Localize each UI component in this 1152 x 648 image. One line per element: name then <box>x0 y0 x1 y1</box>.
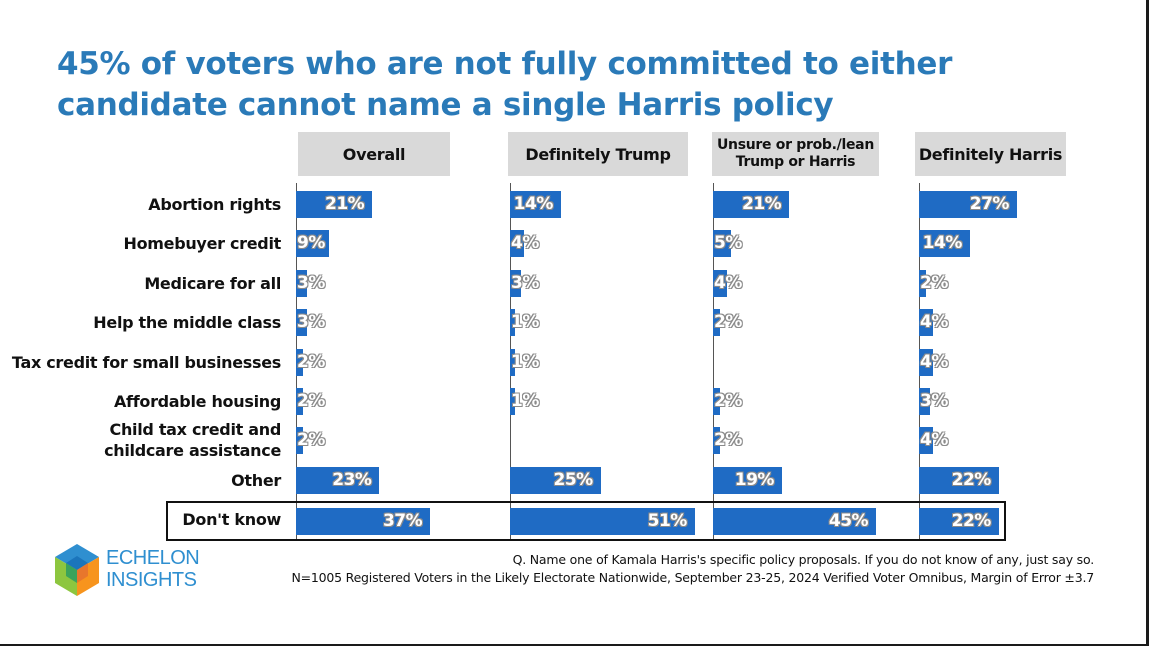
row-label-homebuyer-credit: Homebuyer credit <box>123 234 281 254</box>
bar-definitely-trump-tax-credit-for-small-businesses <box>510 348 515 376</box>
value-label-definitely-harris-child-tax-credit-and-childcare-assistance: 4% <box>920 430 948 451</box>
value-label-definitely-trump-affordable-housing: 1% <box>511 391 539 411</box>
bar-overall-abortion-rights <box>296 191 373 218</box>
footnote-question: Q. Name one of Kamala Harris's specific … <box>512 552 1095 567</box>
bar-unsure-or-prob-lean-trump-or-harris-abortion-rights <box>713 191 790 218</box>
value-label-definitely-trump-tax-credit-for-small-businesses: 1% <box>511 351 539 372</box>
value-label-definitely-harris-affordable-housing: 3% <box>920 391 948 411</box>
bar-overall-help-the-middle-class <box>296 309 307 337</box>
value-label-overall-medicare-for-all: 3% <box>297 272 325 293</box>
value-label-overall-other: 23% <box>332 469 372 490</box>
bar-definitely-trump-affordable-housing <box>510 388 515 415</box>
bar-overall-other <box>296 466 380 494</box>
bar-overall-don-t-know <box>296 508 430 536</box>
column-header-definitely-harris: Definitely Harris <box>915 132 1066 176</box>
bar-unsure-or-prob-lean-trump-or-harris-medicare-for-all <box>713 269 728 297</box>
bar-definitely-trump-other <box>510 466 601 494</box>
column-header-definitely-trump: Definitely Trump <box>508 132 688 176</box>
column-header-overall: Overall <box>298 132 450 176</box>
row-label-affordable-housing: Affordable housing <box>113 392 281 411</box>
value-label-overall-don-t-know: 37% <box>382 511 423 532</box>
value-label-definitely-harris-don-t-know: 22% <box>951 511 992 532</box>
value-label-overall-homebuyer-credit: 9% <box>297 233 325 254</box>
bar-definitely-harris-child-tax-credit-and-childcare-assistance <box>919 427 934 455</box>
row-label-tax-credit-for-small-businesses: Tax credit for small businesses <box>11 352 281 372</box>
value-label-overall-abortion-rights: 21% <box>325 194 365 214</box>
value-label-unsure-or-prob-lean-trump-or-harris-abortion-rights: 21% <box>742 194 782 214</box>
bar-definitely-harris-homebuyer-credit <box>919 230 970 258</box>
dont-know-highlight-box <box>166 501 1006 541</box>
value-label-definitely-harris-help-the-middle-class: 4% <box>920 312 948 333</box>
value-label-unsure-or-prob-lean-trump-or-harris-child-tax-credit-and-childcare-assistance: 2% <box>714 430 742 451</box>
value-label-unsure-or-prob-lean-trump-or-harris-help-the-middle-class: 2% <box>714 312 742 333</box>
bar-definitely-harris-help-the-middle-class <box>919 309 934 337</box>
row-label-medicare-for-all: Medicare for all <box>144 273 281 293</box>
bar-definitely-trump-abortion-rights <box>510 191 561 218</box>
bar-overall-homebuyer-credit <box>296 230 329 258</box>
bar-definitely-trump-medicare-for-all <box>510 269 521 297</box>
value-label-definitely-harris-abortion-rights: 27% <box>969 194 1010 214</box>
axis-line-unsure-or-prob-lean-trump-or-harris <box>713 183 714 541</box>
bar-unsure-or-prob-lean-trump-or-harris-affordable-housing <box>713 388 721 415</box>
value-label-overall-child-tax-credit-and-childcare-assistance: 2% <box>297 430 325 451</box>
logo-line-2: INSIGHTS <box>106 569 197 591</box>
bar-definitely-harris-abortion-rights <box>919 191 1017 218</box>
bar-definitely-trump-homebuyer-credit <box>510 230 525 258</box>
page-title: 45% of voters who are not fully committe… <box>57 46 953 123</box>
value-label-overall-help-the-middle-class: 3% <box>297 312 325 333</box>
value-label-definitely-trump-homebuyer-credit: 4% <box>511 233 539 254</box>
value-label-overall-tax-credit-for-small-businesses: 2% <box>297 351 325 372</box>
bar-definitely-harris-medicare-for-all <box>919 269 927 297</box>
bar-unsure-or-prob-lean-trump-or-harris-don-t-know <box>713 508 876 536</box>
bar-unsure-or-prob-lean-trump-or-harris-help-the-middle-class <box>713 309 721 337</box>
value-label-unsure-or-prob-lean-trump-or-harris-don-t-know: 45% <box>828 511 869 532</box>
bar-definitely-harris-affordable-housing <box>919 388 930 415</box>
value-label-definitely-trump-other: 25% <box>553 469 594 490</box>
bar-unsure-or-prob-lean-trump-or-harris-child-tax-credit-and-childcare-assistance <box>713 427 721 455</box>
value-label-definitely-trump-medicare-for-all: 3% <box>511 272 539 293</box>
bar-definitely-harris-tax-credit-for-small-businesses <box>919 348 934 376</box>
value-label-definitely-trump-help-the-middle-class: 1% <box>511 312 539 333</box>
row-label-abortion-rights: Abortion rights <box>148 195 281 214</box>
bar-definitely-trump-help-the-middle-class <box>510 309 515 337</box>
row-label-other: Other <box>231 470 281 490</box>
bar-overall-medicare-for-all <box>296 269 307 297</box>
bar-unsure-or-prob-lean-trump-or-harris-other <box>713 466 782 494</box>
echelon-logo-icon <box>55 544 99 596</box>
value-label-definitely-trump-don-t-know: 51% <box>647 511 688 532</box>
value-label-definitely-harris-tax-credit-for-small-businesses: 4% <box>920 351 948 372</box>
bar-overall-affordable-housing <box>296 388 304 415</box>
value-label-unsure-or-prob-lean-trump-or-harris-medicare-for-all: 4% <box>714 272 742 293</box>
row-label-help-the-middle-class: Help the middle class <box>93 313 281 333</box>
value-label-definitely-harris-medicare-for-all: 2% <box>920 272 948 293</box>
logo-wordmark: ECHELON INSIGHTS <box>106 547 200 591</box>
value-label-definitely-trump-abortion-rights: 14% <box>513 194 554 214</box>
row-label-don-t-know: Don't know <box>182 510 281 530</box>
bar-overall-child-tax-credit-and-childcare-assistance <box>296 427 304 455</box>
bar-definitely-harris-don-t-know <box>919 508 999 536</box>
footnote-sample: N=1005 Registered Voters in the Likely E… <box>291 570 1094 585</box>
row-label-child-tax-credit-and-childcare-assistance: Child tax credit and childcare assistanc… <box>104 420 281 461</box>
value-label-unsure-or-prob-lean-trump-or-harris-homebuyer-credit: 5% <box>714 233 742 254</box>
value-label-definitely-harris-homebuyer-credit: 14% <box>922 233 963 254</box>
value-label-unsure-or-prob-lean-trump-or-harris-affordable-housing: 2% <box>714 391 742 411</box>
bar-unsure-or-prob-lean-trump-or-harris-homebuyer-credit <box>713 230 732 258</box>
bar-definitely-trump-don-t-know <box>510 508 695 536</box>
value-label-definitely-harris-other: 22% <box>951 469 992 490</box>
column-header-unsure-or-prob-lean-trump-or-harris: Unsure or prob./lean Trump or Harris <box>712 132 879 176</box>
bar-overall-tax-credit-for-small-businesses <box>296 348 304 376</box>
value-label-unsure-or-prob-lean-trump-or-harris-other: 19% <box>734 469 775 490</box>
logo-line-1: ECHELON <box>106 547 200 569</box>
value-label-overall-affordable-housing: 2% <box>297 391 325 411</box>
bar-definitely-harris-other <box>919 466 999 494</box>
